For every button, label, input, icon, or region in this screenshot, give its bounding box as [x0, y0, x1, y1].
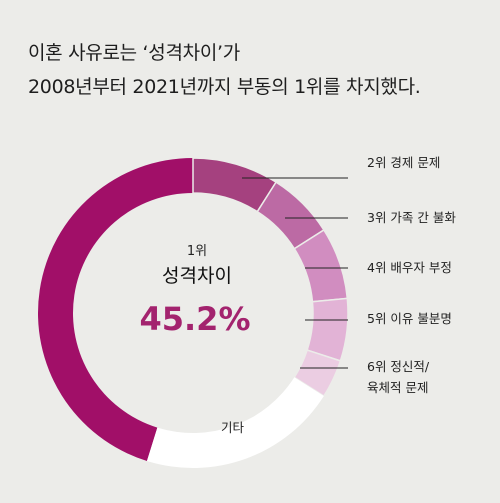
center-category: 성격차이: [162, 265, 232, 287]
title-line-2: 2008년부터 2021년까지 부동의 1위를 차지했다.: [28, 76, 421, 98]
center-percentage: 45.2%: [139, 300, 250, 338]
label-unclear: 5위 이유 불분명: [367, 311, 452, 326]
center-rank: 1위: [187, 244, 207, 259]
title-line-1: 이혼 사유로는 ‘성격차이’가: [28, 42, 240, 64]
leader-lines: [242, 177, 348, 369]
slice-health: [293, 349, 342, 398]
label-family: 3위 가족 간 불화: [367, 210, 456, 225]
slice-personality: [37, 158, 193, 462]
label-other: 기타: [221, 420, 245, 435]
label-health-line2: 육체적 문제: [367, 380, 428, 395]
label-health-line1: 6위 정신적/: [367, 359, 430, 374]
slice-other: [146, 377, 324, 468]
donut-slices: [37, 157, 349, 468]
label-infidelity: 4위 배우자 부정: [367, 260, 452, 275]
chart-title: 이혼 사유로는 ‘성격차이’가 2008년부터 2021년까지 부동의 1위를 …: [28, 36, 421, 104]
label-economic: 2위 경제 문제: [367, 155, 440, 170]
